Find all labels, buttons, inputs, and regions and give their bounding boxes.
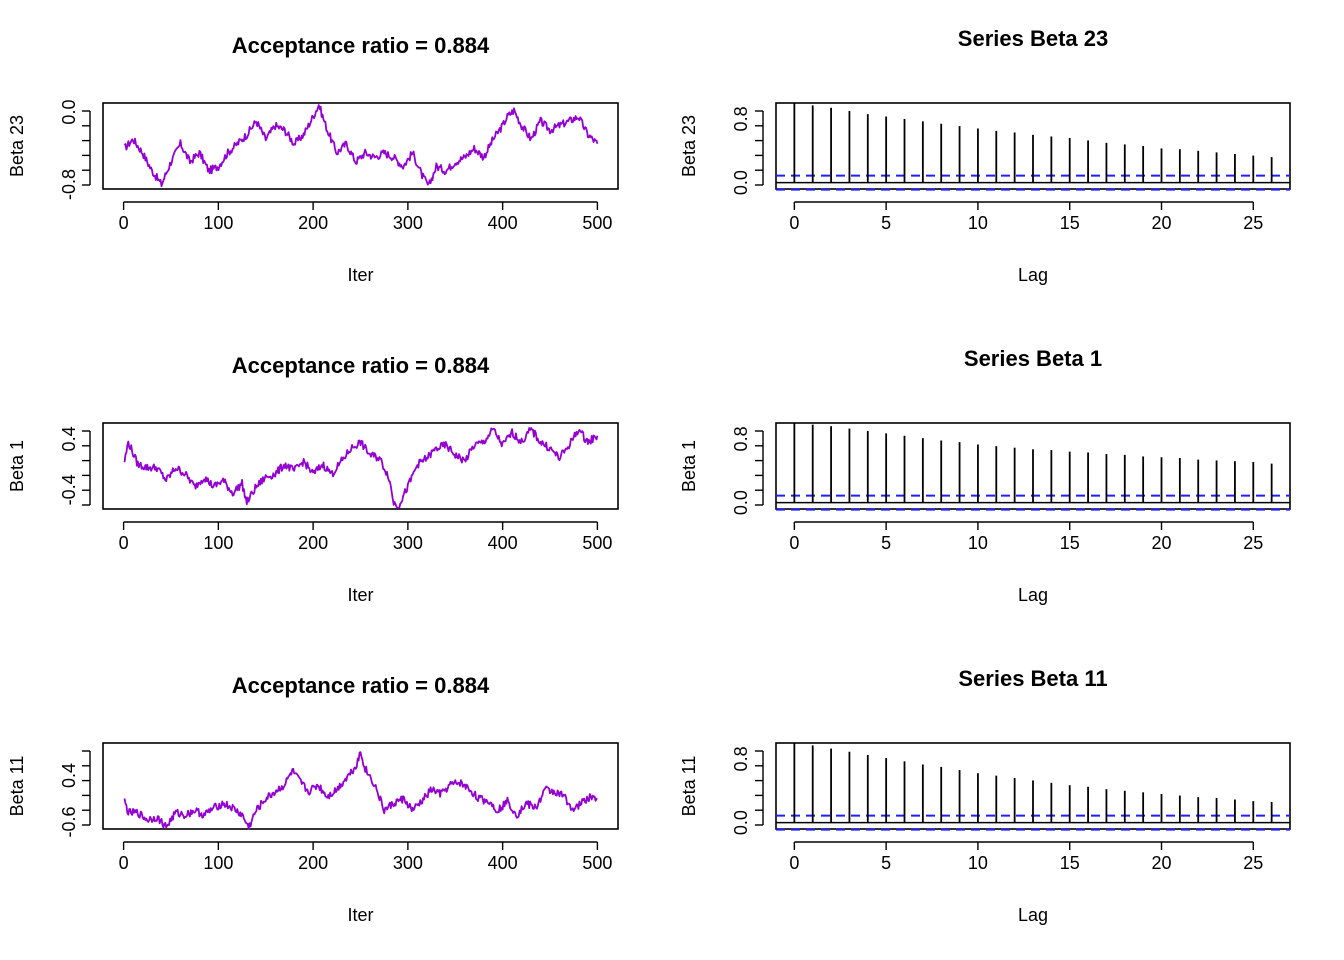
chart-title: Series Beta 23 — [958, 26, 1108, 51]
x-tick-label: 5 — [881, 213, 891, 233]
x-tick-label: 500 — [582, 533, 612, 553]
x-tick-label: 15 — [1060, 853, 1080, 873]
x-tick-label: 300 — [393, 533, 423, 553]
trace-series — [123, 427, 599, 509]
y-axis-label: Beta 1 — [679, 440, 699, 492]
x-tick-label: 200 — [298, 853, 328, 873]
plot-frame — [102, 742, 619, 830]
y-tick-label: -0.8 — [59, 169, 79, 200]
x-tick-label: 300 — [393, 853, 423, 873]
x-tick-label: 100 — [203, 213, 233, 233]
x-tick-label: 0 — [789, 853, 799, 873]
y-tick-label: 0.0 — [731, 810, 751, 835]
chart-title: Series Beta 11 — [958, 666, 1107, 691]
trace-panel: Acceptance ratio = 0.884 0 100 200 300 400 500… — [7, 33, 619, 285]
plot-frame — [102, 422, 619, 510]
y-axis-label: Beta 23 — [7, 115, 27, 177]
plot-frame — [102, 102, 619, 190]
x-tick-label: 0 — [789, 213, 799, 233]
x-axis-label: Lag — [1018, 905, 1048, 925]
x-axis-label: Lag — [1018, 265, 1048, 285]
y-tick-label: 0.8 — [731, 746, 751, 771]
x-tick-label: 0 — [119, 533, 129, 553]
y-tick-label: 0.4 — [59, 426, 79, 451]
trace-series — [123, 104, 599, 188]
x-tick-label: 20 — [1151, 213, 1171, 233]
x-axis-label: Lag — [1018, 585, 1048, 605]
x-tick-label: 15 — [1060, 213, 1080, 233]
y-axis-label: Beta 23 — [679, 115, 699, 177]
acf-panel: Series Beta 1 0 5 10 15 20 25 Lag 0.0 0.8 Beta 1 — [679, 346, 1291, 605]
y-axis-label: Beta 11 — [679, 756, 699, 817]
x-tick-label: 25 — [1243, 853, 1263, 873]
trace-panel: Acceptance ratio = 0.884 0 100 200 300 400 500… — [7, 353, 619, 605]
y-tick-label: 0.8 — [731, 106, 751, 131]
x-tick-label: 300 — [393, 213, 423, 233]
x-tick-label: 20 — [1151, 533, 1171, 553]
x-tick-label: 5 — [881, 853, 891, 873]
x-tick-label: 500 — [582, 213, 612, 233]
x-tick-label: 25 — [1243, 533, 1263, 553]
y-tick-label: -0.4 — [59, 474, 79, 505]
x-axis-label: Iter — [347, 905, 373, 925]
x-tick-label: 200 — [298, 213, 328, 233]
y-tick-label: 0.0 — [731, 490, 751, 515]
y-tick-label: 0.0 — [731, 170, 751, 195]
y-axis-label: Beta 11 — [7, 756, 27, 817]
y-tick-label: 0.0 — [59, 100, 79, 125]
y-tick-label: -0.6 — [59, 807, 79, 838]
x-tick-label: 10 — [968, 853, 988, 873]
y-tick-label: 0.8 — [731, 426, 751, 451]
x-tick-label: 0 — [119, 213, 129, 233]
x-axis-label: Iter — [347, 265, 373, 285]
y-tick-label: 0.4 — [59, 763, 79, 788]
x-tick-label: 100 — [203, 853, 233, 873]
x-tick-label: 10 — [968, 213, 988, 233]
x-tick-label: 5 — [881, 533, 891, 553]
x-tick-label: 400 — [488, 853, 518, 873]
trace-panel: Acceptance ratio = 0.884 0 100 200 300 400 500… — [7, 673, 619, 925]
chart-title: Series Beta 1 — [964, 346, 1102, 371]
x-tick-label: 25 — [1243, 213, 1263, 233]
x-tick-label: 0 — [789, 533, 799, 553]
trace-series — [123, 751, 598, 830]
chart-title: Acceptance ratio = 0.884 — [232, 353, 490, 378]
x-tick-label: 15 — [1060, 533, 1080, 553]
x-tick-label: 200 — [298, 533, 328, 553]
x-tick-label: 500 — [582, 853, 612, 873]
x-tick-label: 10 — [968, 533, 988, 553]
x-tick-label: 100 — [203, 533, 233, 553]
chart-title: Acceptance ratio = 0.884 — [232, 33, 490, 58]
y-axis-label: Beta 1 — [7, 440, 27, 492]
x-tick-label: 400 — [488, 213, 518, 233]
x-tick-label: 20 — [1151, 853, 1171, 873]
acf-panel: Series Beta 11 0 5 10 15 20 25 Lag 0.0 0.8 Beta 11 — [679, 666, 1291, 925]
x-axis-label: Iter — [347, 585, 373, 605]
acf-panel: Series Beta 23 0 5 10 15 20 25 Lag 0.0 0.8 Beta 23 — [679, 26, 1291, 285]
x-tick-label: 400 — [488, 533, 518, 553]
x-tick-label: 0 — [119, 853, 129, 873]
chart-title: Acceptance ratio = 0.884 — [232, 673, 490, 698]
